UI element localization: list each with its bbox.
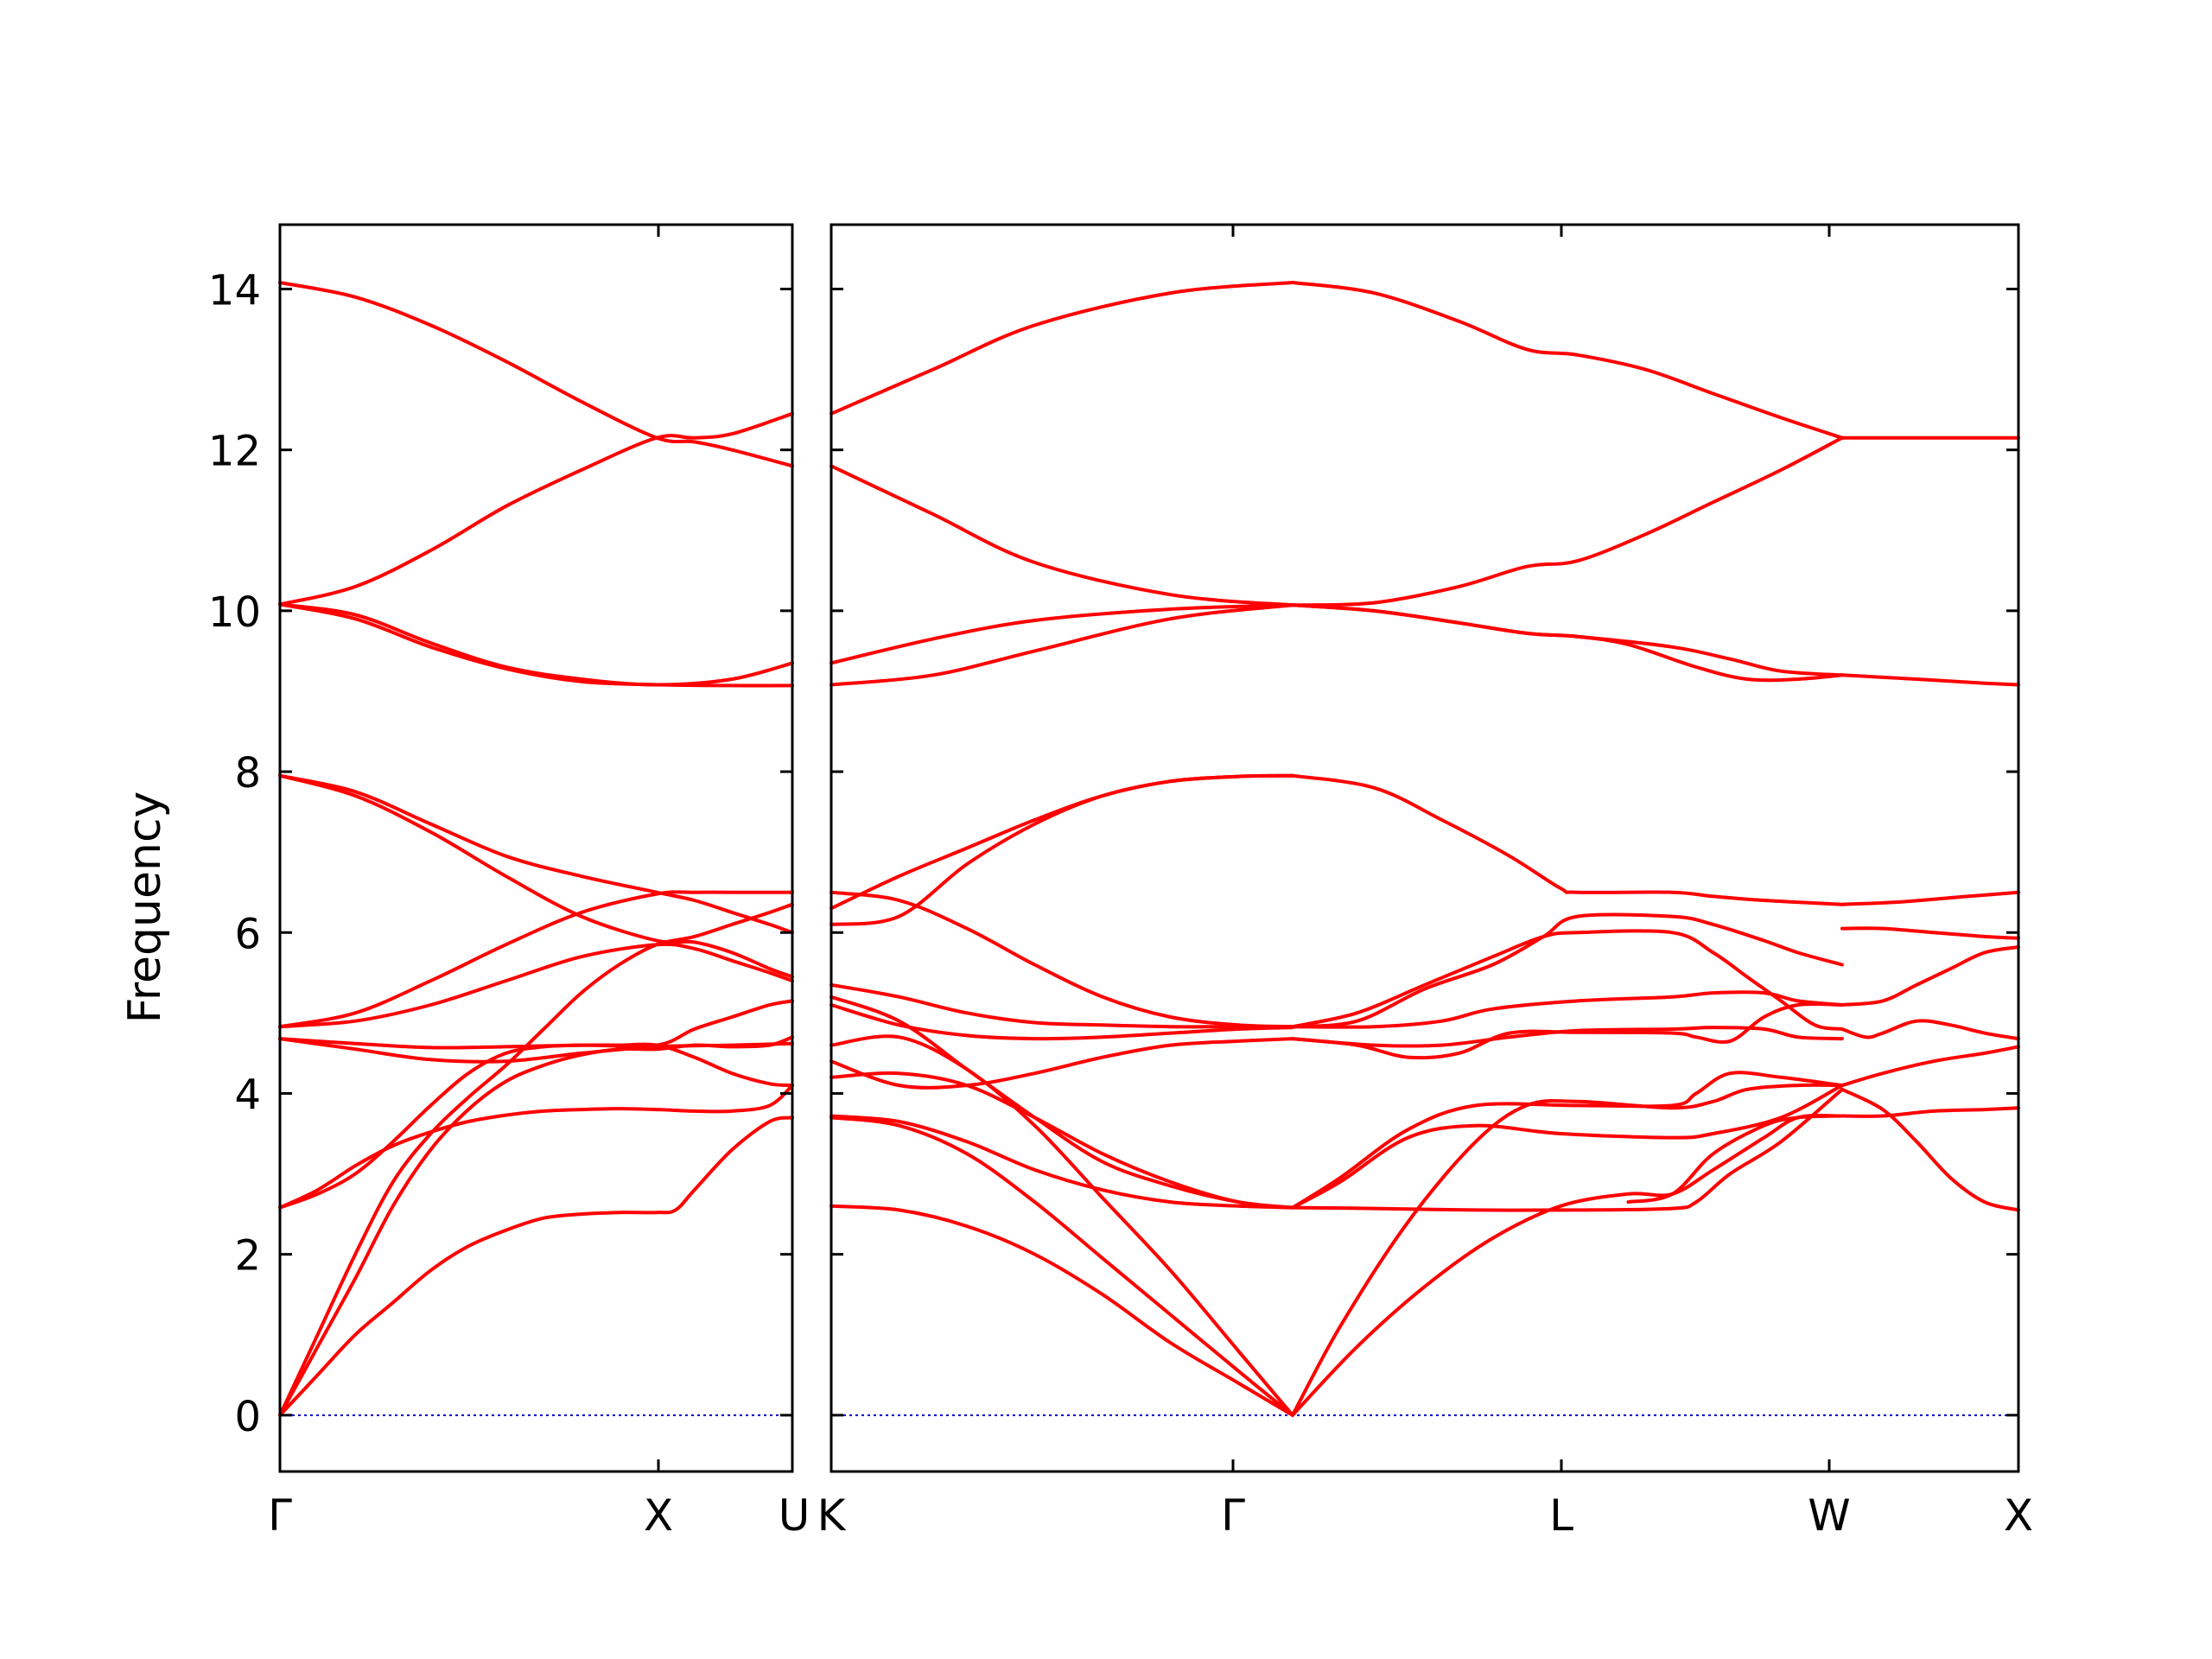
- band-right-32: [1290, 281, 1844, 440]
- band-left-12: [278, 602, 794, 688]
- band-right-14: [830, 603, 1294, 687]
- y-axis-label: Frequency: [119, 791, 171, 1024]
- band-left-4: [278, 1084, 794, 1210]
- band-left-9: [278, 890, 794, 1029]
- x-tick-label-right-2: Γ: [1221, 1491, 1245, 1541]
- x-tick-label-left-3: U: [779, 1491, 810, 1541]
- band-right-12: [830, 773, 1294, 911]
- band-right-25: [1290, 990, 1844, 1029]
- band-right-23: [1290, 1026, 1844, 1048]
- y-tick-label-2: 2: [234, 1232, 261, 1281]
- band-right-34: [1840, 1087, 2020, 1212]
- band-right-7: [830, 1037, 1294, 1090]
- band-left-11: [278, 773, 794, 935]
- band-left-3: [278, 902, 794, 1417]
- band-right-33: [1840, 1106, 2020, 1118]
- band-right-31: [1290, 435, 1844, 607]
- band-right-15: [830, 464, 1294, 607]
- band-right-21: [1290, 1084, 1844, 1210]
- band-right-5: [830, 1071, 1294, 1210]
- band-left-7: [278, 1037, 794, 1064]
- band-right-2: [830, 1116, 1294, 1417]
- band-right-18: [1290, 1113, 1844, 1417]
- band-left-2: [278, 1035, 794, 1417]
- band-right-10: [830, 890, 1294, 1029]
- band-right-26: [1290, 929, 1844, 1031]
- band-right-22: [1290, 1071, 1844, 1210]
- band-right-37: [1840, 945, 2020, 1007]
- band-right-40: [1840, 673, 2020, 687]
- band-right-8: [830, 1003, 1294, 1041]
- band-right-30: [1290, 603, 1844, 683]
- band-right-3: [830, 1034, 1294, 1417]
- band-left-14: [278, 411, 794, 607]
- band-left-1: [278, 1116, 794, 1417]
- band-lines: [278, 281, 2020, 1417]
- axis-ticks: 0 2 4 6 8 10 12 14 Γ X U K Γ L W X: [208, 225, 2033, 1541]
- band-right-4: [830, 1114, 1294, 1210]
- y-tick-label-12: 12: [208, 428, 261, 476]
- band-right-1: [830, 1204, 1294, 1417]
- band-right-36: [1840, 1019, 2020, 1041]
- band-left-10: [278, 773, 794, 979]
- panel-frame-right: [830, 223, 2020, 1473]
- band-right-29: [1290, 603, 1844, 677]
- y-tick-label-14: 14: [208, 266, 261, 315]
- y-tick-label-8: 8: [234, 749, 261, 798]
- band-right-6: [830, 995, 1294, 1210]
- band-right-38: [1840, 926, 2020, 940]
- panel-frames: [278, 223, 2020, 1473]
- band-right-16: [830, 281, 1294, 416]
- y-tick-label-0: 0: [234, 1393, 261, 1441]
- band-right-35: [1840, 1045, 2020, 1088]
- band-left-13: [278, 602, 794, 687]
- band-right-39: [1840, 890, 2020, 906]
- x-tick-label-right-1: K: [817, 1491, 847, 1541]
- band-right-24: [1290, 1001, 1844, 1060]
- y-tick-label-4: 4: [234, 1071, 261, 1119]
- x-tick-label-right-4: W: [1808, 1491, 1850, 1541]
- y-tick-label-10: 10: [208, 588, 261, 637]
- x-tick-label-right-5: X: [2004, 1491, 2033, 1541]
- band-right-27: [1290, 912, 1844, 1029]
- band-right-20: [1290, 1087, 1844, 1212]
- band-right-9: [830, 982, 1294, 1029]
- band-right-28: [1290, 773, 1844, 906]
- x-tick-label-right-3: L: [1549, 1491, 1573, 1541]
- band-left-6: [278, 999, 794, 1050]
- y-tick-label-6: 6: [234, 910, 261, 958]
- band-left-8: [278, 942, 794, 1029]
- band-left-15: [278, 281, 794, 468]
- x-tick-label-left-1: Γ: [268, 1491, 292, 1541]
- band-right-19: [1626, 1114, 1844, 1205]
- band-right-13: [830, 603, 1294, 665]
- band-right-17: [1290, 1083, 1844, 1417]
- x-tick-label-left-2: X: [644, 1491, 673, 1541]
- panel-frame-left: [278, 223, 794, 1473]
